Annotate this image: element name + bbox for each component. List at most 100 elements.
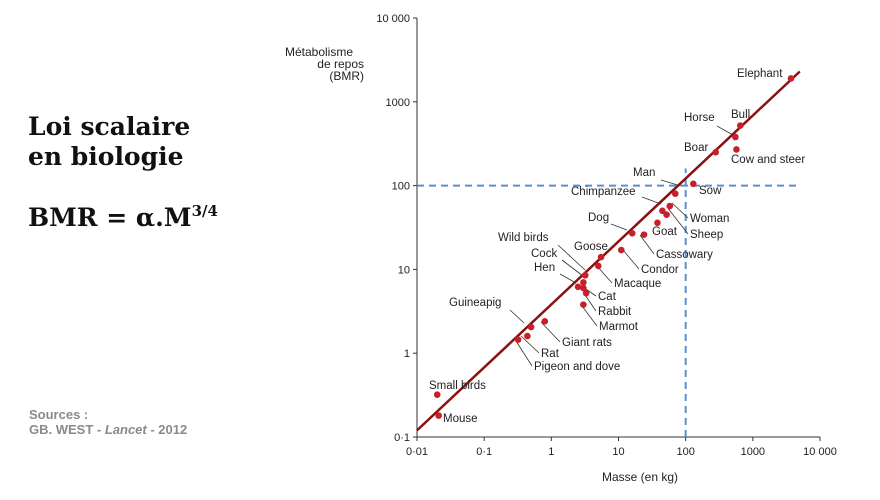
point-label-dog: Dog xyxy=(588,212,609,224)
data-point-wild-birds xyxy=(581,272,589,279)
point-label-cat: Cat xyxy=(598,291,617,303)
y-tick-label: 10 xyxy=(398,264,410,276)
point-label-man: Man xyxy=(633,167,655,179)
leader-line xyxy=(641,196,662,205)
point-label-rabbit: Rabbit xyxy=(598,306,632,318)
x-tick-label: 100 xyxy=(676,446,694,458)
fit-line-group xyxy=(416,70,801,432)
data-point-cassowary xyxy=(640,231,648,238)
point-label-cassowary: Cassowary xyxy=(656,249,713,261)
leader-line xyxy=(666,206,689,235)
sources-label: Sources : xyxy=(29,407,89,422)
sources-author: GB. WEST - xyxy=(29,422,105,437)
point-label-woman: Woman xyxy=(690,213,729,225)
point-label-chimpanzee: Chimpanzee xyxy=(571,186,636,198)
leader-line xyxy=(671,202,689,219)
leader-line xyxy=(561,259,584,277)
reference-lines xyxy=(417,168,800,437)
sources-journal: Lancet xyxy=(104,422,147,437)
leader-line xyxy=(557,244,586,271)
x-axis-title: Masse (en kg) xyxy=(602,470,678,484)
data-point-rat xyxy=(524,332,531,340)
data-point-giant-rats xyxy=(541,318,549,325)
leader-line xyxy=(581,305,598,327)
leader-line xyxy=(716,125,734,136)
y-tick-label: 10 000 xyxy=(376,13,410,25)
data-point-cat xyxy=(580,284,587,292)
data-point-condor xyxy=(617,246,625,254)
point-label-goose: Goose xyxy=(574,241,608,253)
x-tick-label: 10 xyxy=(612,446,624,458)
data-point-dog xyxy=(628,229,636,237)
data-point-goose xyxy=(597,253,605,261)
point-label-hen: Hen xyxy=(534,262,555,274)
data-point-guineapig xyxy=(527,323,535,331)
data-point-man xyxy=(671,190,679,198)
point-label-elephant: Elephant xyxy=(737,68,783,80)
data-point-mouse xyxy=(435,412,442,419)
leader-line xyxy=(639,234,655,255)
data-point-small-birds xyxy=(433,391,441,398)
point-label-rat: Rat xyxy=(541,348,560,360)
data-point-sow xyxy=(690,180,697,188)
data-point-elephant xyxy=(787,75,795,82)
point-label-wild-birds: Wild birds xyxy=(498,232,549,244)
x-tick-label: 10 000 xyxy=(803,446,837,458)
data-point-horse xyxy=(732,133,739,141)
y-axis-title-line-1: Métabolisme xyxy=(285,45,353,59)
leader-line xyxy=(622,249,640,270)
sources-year: - 2012 xyxy=(146,422,188,437)
point-label-horse: Horse xyxy=(684,112,715,124)
x-tick-label: 1000 xyxy=(741,446,765,458)
point-label-sow: Sow xyxy=(699,185,722,197)
leader-line xyxy=(540,321,561,343)
formula-exponent: 3/4 xyxy=(191,202,218,220)
point-label-small-birds: Small birds xyxy=(429,380,486,392)
y-tick-label: 1 xyxy=(404,348,410,360)
axes: 0·01 0·1 1 10 100 1000 10 000 0·1 1 10 100 1000 10 0… xyxy=(376,13,836,458)
data-point-bull xyxy=(736,122,744,129)
data-points xyxy=(433,75,795,419)
y-tick-label: 1000 xyxy=(386,97,410,109)
data-point-hen xyxy=(574,283,582,291)
formula: BMR = α.M3/4 xyxy=(28,202,218,232)
leader-line xyxy=(610,223,628,231)
y-tick-label: 0·1 xyxy=(394,432,410,444)
data-point-marmot xyxy=(580,301,587,308)
title-line-1: Loi scalaire xyxy=(28,112,191,141)
point-label-pigeon-and-dove: Pigeon and dove xyxy=(534,361,620,373)
sources-citation: GB. WEST - Lancet - 2012 xyxy=(29,422,187,437)
leader-line xyxy=(660,179,682,187)
fit-line xyxy=(416,70,801,432)
data-point-boar xyxy=(712,148,720,156)
data-point-chimpanzee xyxy=(659,207,666,215)
leader-line xyxy=(559,273,577,284)
point-label-sheep: Sheep xyxy=(690,229,723,241)
data-point-cow-and-steer xyxy=(733,146,740,153)
leader-line xyxy=(509,309,525,324)
point-label-macaque: Macaque xyxy=(614,278,661,290)
point-label-marmot: Marmot xyxy=(599,321,639,333)
point-label-goat: Goat xyxy=(652,226,678,238)
point-label-cock: Cock xyxy=(531,248,557,260)
data-point-rabbit xyxy=(582,289,590,297)
data-point-goat xyxy=(654,219,661,227)
leader-line xyxy=(515,340,533,367)
slide-title: Loi scalaire en biologie xyxy=(28,112,190,172)
leader-line xyxy=(520,335,540,354)
point-label-mouse: Mouse xyxy=(443,413,478,425)
sources: Sources : GB. WEST - Lancet - 2012 xyxy=(29,407,187,437)
data-point-pigeon-and-dove xyxy=(514,336,522,343)
y-axis-title-line-2: de repos xyxy=(317,57,364,71)
x-tick-label: 1 xyxy=(548,446,554,458)
x-tick-label: 0·01 xyxy=(406,446,428,458)
formula-main: BMR = α.M xyxy=(28,203,192,232)
point-label-boar: Boar xyxy=(684,142,708,154)
title-line-2: en biologie xyxy=(28,142,184,171)
data-point-woman xyxy=(666,202,674,210)
data-point-sheep xyxy=(663,211,670,218)
y-tick-label: 100 xyxy=(392,181,410,193)
point-label-condor: Condor xyxy=(641,264,679,276)
